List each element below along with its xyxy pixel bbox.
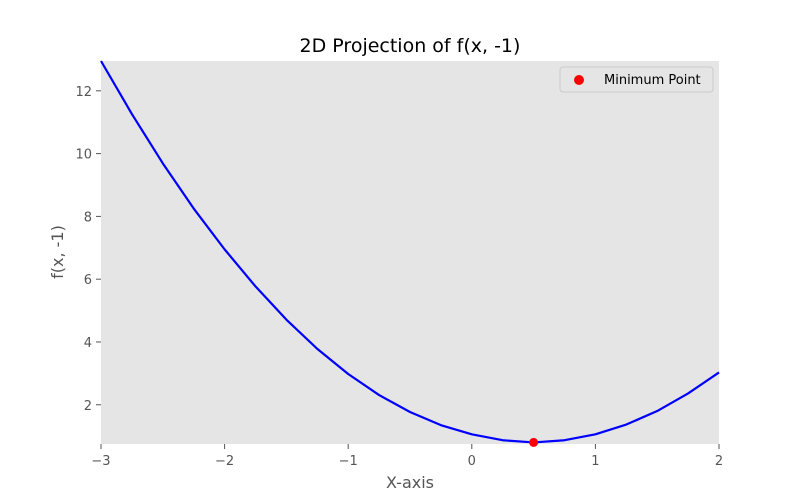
y-tick-label: 8 [84, 210, 92, 225]
y-tick-label: 10 [75, 148, 92, 163]
legend-label-minimum-point: Minimum Point [604, 73, 701, 88]
curve-layer [100, 60, 720, 444]
legend: Minimum Point [559, 66, 714, 93]
y-axis-label: f(x, -1) [48, 225, 67, 279]
minimum-point-marker [529, 437, 539, 447]
y-tick-label: 2 [84, 399, 92, 414]
x-tick-label: −3 [91, 454, 110, 469]
y-tick-label: 4 [84, 336, 92, 351]
x-tick-label: 1 [591, 454, 599, 469]
x-axis-label: X-axis [386, 473, 434, 492]
legend-marker [574, 75, 584, 85]
x-tick-label: 2 [715, 454, 723, 469]
series-line [100, 60, 720, 444]
plot-background [101, 61, 719, 444]
x-tick-label: 0 [468, 454, 476, 469]
chart-title: 2D Projection of f(x, -1) [300, 35, 521, 57]
y-tick-label: 6 [84, 273, 92, 288]
legend-box [559, 66, 714, 93]
x-tick-label: −2 [215, 454, 234, 469]
y-tick-label: 12 [75, 85, 92, 100]
marker-layer [529, 437, 539, 447]
x-tick-label: −1 [339, 454, 358, 469]
